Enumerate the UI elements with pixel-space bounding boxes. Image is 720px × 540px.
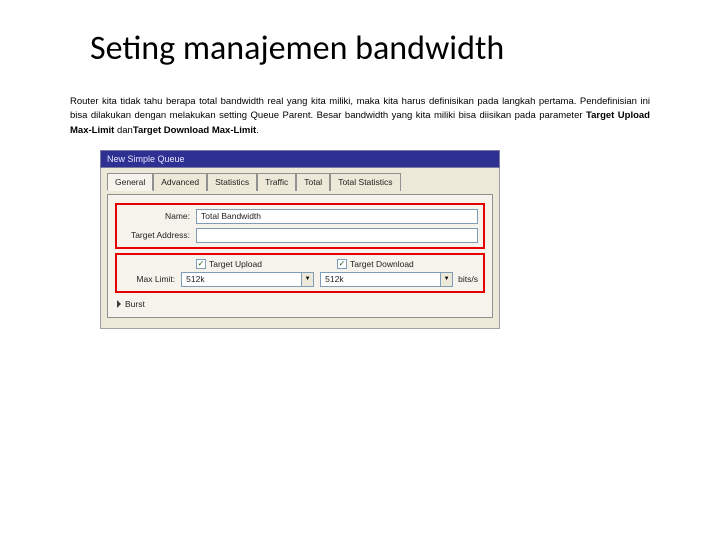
- desc-text-3: .: [256, 125, 259, 136]
- tab-statistics[interactable]: Statistics: [207, 173, 257, 191]
- download-maxlimit-input[interactable]: [320, 272, 441, 287]
- target-download-checkbox[interactable]: ✓: [337, 259, 347, 269]
- window-title: New Simple Queue: [107, 154, 185, 164]
- target-download-label: Target Download: [350, 259, 414, 269]
- form-area: Name: Target Address: ✓ Target Upload: [107, 194, 493, 318]
- desc-bold-2: Target Download Max-Limit: [133, 125, 256, 136]
- description-paragraph: Router kita tidak tahu berapa total band…: [70, 95, 650, 138]
- target-address-label: Target Address:: [122, 230, 196, 240]
- highlight-name-section: Name: Target Address:: [115, 203, 485, 249]
- desc-text-2: dan: [114, 125, 133, 136]
- unit-label: bits/s: [453, 274, 478, 284]
- tab-general[interactable]: General: [107, 173, 153, 191]
- burst-label: Burst: [125, 299, 145, 309]
- dialog-panel: General Advanced Statistics Traffic Tota…: [100, 168, 500, 329]
- page-title: Seting manajemen bandwidth: [90, 28, 650, 69]
- queue-dialog-screenshot: New Simple Queue General Advanced Statis…: [100, 150, 500, 329]
- chevron-down-icon: ▼: [305, 276, 311, 282]
- download-dropdown-button[interactable]: ▼: [441, 272, 453, 287]
- tab-total[interactable]: Total: [296, 173, 330, 191]
- expand-triangle-icon: [117, 300, 121, 308]
- chevron-down-icon: ▼: [444, 276, 450, 282]
- tab-strip: General Advanced Statistics Traffic Tota…: [107, 172, 493, 190]
- target-upload-label: Target Upload: [209, 259, 262, 269]
- highlight-maxlimit-section: ✓ Target Upload ✓ Target Download Max Li…: [115, 253, 485, 293]
- name-input[interactable]: [196, 209, 478, 224]
- upload-maxlimit-input[interactable]: [181, 272, 302, 287]
- tab-total-statistics[interactable]: Total Statistics: [330, 173, 400, 191]
- upload-dropdown-button[interactable]: ▼: [302, 272, 314, 287]
- burst-row[interactable]: Burst: [115, 299, 485, 309]
- name-label: Name:: [122, 211, 196, 221]
- target-upload-checkbox[interactable]: ✓: [196, 259, 206, 269]
- window-titlebar: New Simple Queue: [100, 150, 500, 168]
- tab-traffic[interactable]: Traffic: [257, 173, 296, 191]
- maxlimit-label: Max Limit:: [122, 274, 181, 284]
- target-address-input[interactable]: [196, 228, 478, 243]
- desc-text-1: Router kita tidak tahu berapa total band…: [70, 96, 650, 121]
- tab-advanced[interactable]: Advanced: [153, 173, 207, 191]
